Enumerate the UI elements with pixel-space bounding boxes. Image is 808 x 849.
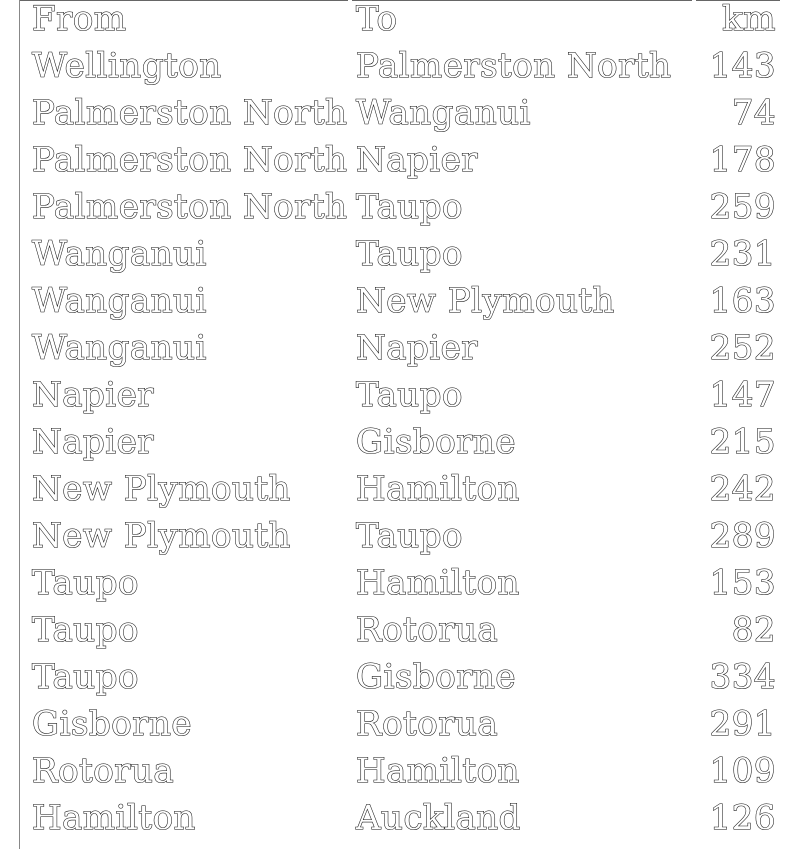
km-cell: 178 xyxy=(709,139,776,180)
table-row: Palmerston North Wanganui 74 xyxy=(20,90,780,137)
to-cell: Taupo xyxy=(355,233,463,274)
from-column-top-rule xyxy=(20,0,348,1)
to-column-top-rule xyxy=(352,0,692,1)
km-cell: 147 xyxy=(709,374,776,415)
to-cell: New Plymouth xyxy=(355,280,615,321)
km-cell: 334 xyxy=(709,656,776,697)
table-row: Wanganui New Plymouth 163 xyxy=(20,278,780,325)
from-cell: Wellington xyxy=(31,45,222,86)
km-cell: 163 xyxy=(709,280,776,321)
from-cell: Palmerston North xyxy=(31,186,348,227)
to-cell: Taupo xyxy=(355,374,463,415)
to-cell: Napier xyxy=(355,327,479,368)
km-cell: 74 xyxy=(731,92,776,133)
table-row: Wellington Palmerston North 143 xyxy=(20,43,780,90)
km-cell: 82 xyxy=(731,609,776,650)
from-cell: Gisborne xyxy=(31,703,192,744)
km-cell: 126 xyxy=(709,797,776,838)
table-row: Rotorua Hamilton 109 xyxy=(20,748,780,795)
from-cell: New Plymouth xyxy=(31,515,291,556)
from-cell: Napier xyxy=(31,374,155,415)
header-row: From To km xyxy=(20,0,780,43)
km-cell: 289 xyxy=(709,515,776,556)
km-cell: 252 xyxy=(709,327,776,368)
from-cell: Wanganui xyxy=(31,280,207,321)
from-cell: Palmerston North xyxy=(31,139,348,180)
km-cell: 153 xyxy=(709,562,776,603)
km-cell: 109 xyxy=(709,750,776,791)
to-cell: Rotorua xyxy=(355,609,499,650)
from-cell: Taupo xyxy=(31,609,139,650)
km-cell: 143 xyxy=(709,45,776,86)
from-cell: Hamilton xyxy=(31,797,196,838)
from-cell: New Plymouth xyxy=(31,468,291,509)
to-cell: Gisborne xyxy=(355,656,516,697)
table-row: Wanganui Taupo 231 xyxy=(20,231,780,278)
from-cell: Wanganui xyxy=(31,233,207,274)
table-row: Hamilton Auckland 126 xyxy=(20,795,780,842)
table-row: Taupo Hamilton 153 xyxy=(20,560,780,607)
km-cell: 242 xyxy=(709,468,776,509)
table-row: New Plymouth Taupo 289 xyxy=(20,513,780,560)
table-row: Taupo Rotorua 82 xyxy=(20,607,780,654)
from-cell: Napier xyxy=(31,421,155,462)
km-cell: 259 xyxy=(709,186,776,227)
table-row: Palmerston North Napier 178 xyxy=(20,137,780,184)
to-cell: Taupo xyxy=(355,515,463,556)
table-row: Napier Taupo 147 xyxy=(20,372,780,419)
left-border-rule xyxy=(19,0,20,849)
to-cell: Taupo xyxy=(355,186,463,227)
column-header-to: To xyxy=(355,0,398,40)
to-cell: Hamilton xyxy=(355,562,520,603)
km-column-top-rule xyxy=(696,0,780,1)
from-cell: Wanganui xyxy=(31,327,207,368)
table-body: Wellington Palmerston North 143 Palmerst… xyxy=(20,43,780,842)
to-cell: Napier xyxy=(355,139,479,180)
to-cell: Palmerston North xyxy=(355,45,672,86)
to-cell: Hamilton xyxy=(355,468,520,509)
table-row: Taupo Gisborne 334 xyxy=(20,654,780,701)
table-row: Wanganui Napier 252 xyxy=(20,325,780,372)
from-cell: Taupo xyxy=(31,656,139,697)
to-cell: Hamilton xyxy=(355,750,520,791)
from-cell: Taupo xyxy=(31,562,139,603)
table-row: Napier Gisborne 215 xyxy=(20,419,780,466)
table-row: New Plymouth Hamilton 242 xyxy=(20,466,780,513)
to-cell: Auckland xyxy=(355,797,521,838)
from-cell: Palmerston North xyxy=(31,92,348,133)
table-row: Gisborne Rotorua 291 xyxy=(20,701,780,748)
from-cell: Rotorua xyxy=(31,750,175,791)
to-cell: Rotorua xyxy=(355,703,499,744)
table-row: Palmerston North Taupo 259 xyxy=(20,184,780,231)
route-distance-table: From To km Wellington Palmerston North 1… xyxy=(20,0,780,842)
km-cell: 231 xyxy=(709,233,776,274)
km-cell: 215 xyxy=(709,421,776,462)
column-header-from: From xyxy=(31,0,127,40)
column-header-km: km xyxy=(722,0,776,40)
to-cell: Gisborne xyxy=(355,421,516,462)
to-cell: Wanganui xyxy=(355,92,531,133)
km-cell: 291 xyxy=(709,703,776,744)
table-header: From To km xyxy=(20,0,780,43)
